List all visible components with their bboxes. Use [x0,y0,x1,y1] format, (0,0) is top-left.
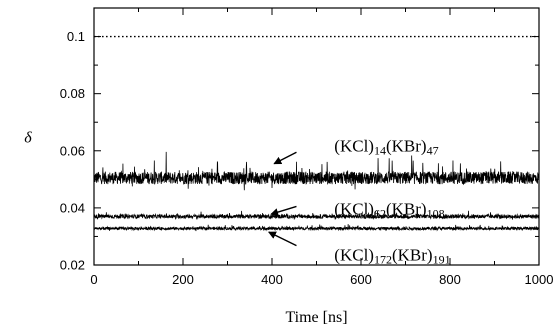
series-line-1 [93,210,540,220]
x-tick-label: 800 [439,272,461,287]
annotation-layer: (KCl)14(KBr)47 (KCl)62(KBr)108 (KCl)172(KB… [267,136,451,267]
x-tick-label: 0 [90,272,97,287]
x-tick-label: 400 [261,272,283,287]
y-tick-label: 0.08 [60,86,85,101]
annotation-arrow [273,151,297,165]
x-tick-label: 1000 [525,272,554,287]
annotation-arrow [267,231,297,247]
x-axis-title: Time [ns] [285,309,347,326]
y-tick-label: 0.02 [60,258,85,273]
x-tick-label: 600 [350,272,372,287]
axes-layer: 0 200 400 600 800 1000 0.02 0.04 0.06 0.08 0.1 [60,7,554,287]
y-tick-label: 0.04 [60,200,85,215]
series-label-2: (KCl)172(KBr)191 [334,246,450,267]
series-line-2 [93,224,540,232]
series-layer [93,35,540,232]
annotation-arrow [270,205,297,216]
y-tick-label: 0.1 [67,29,85,44]
y-tick-label: 0.06 [60,143,85,158]
x-tick-label: 200 [172,272,194,287]
series-label-1: (KCl)62(KBr)108 [334,199,444,220]
y-axis-title: δ [24,130,32,147]
series-label-0: (KCl)14(KBr)47 [334,136,438,157]
series-line-0 [93,151,540,191]
plot-frame [93,7,540,266]
